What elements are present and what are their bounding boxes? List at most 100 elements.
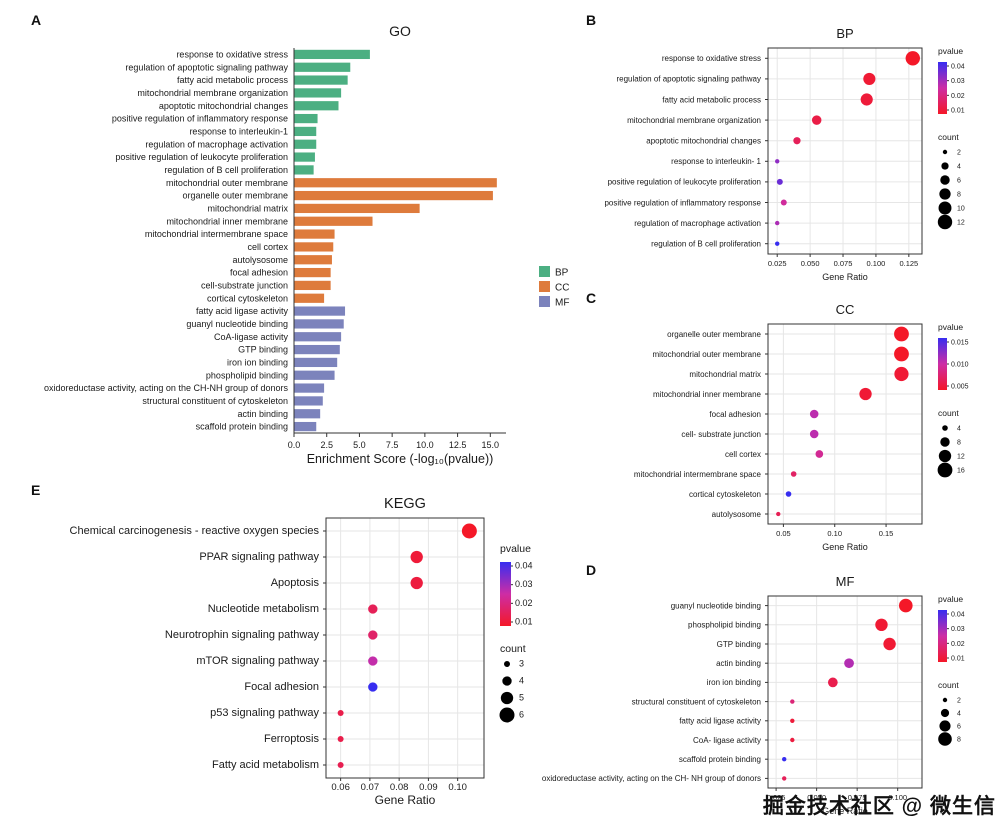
svg-text:16: 16 [957, 468, 965, 475]
svg-text:0.025: 0.025 [767, 793, 786, 802]
watermark: 掘金技术社区 @ 微生信 [762, 795, 996, 818]
svg-text:8: 8 [957, 192, 961, 199]
svg-text:0.03: 0.03 [951, 626, 965, 633]
svg-text:mTOR signaling pathway: mTOR signaling pathway [196, 655, 319, 667]
svg-text:0.01: 0.01 [951, 108, 965, 115]
svg-text:pvalue: pvalue [938, 46, 963, 56]
svg-text:structural constituent of cyto: structural constituent of cytoskeleton [142, 396, 288, 406]
svg-text:organelle outer membrane: organelle outer membrane [667, 330, 761, 339]
svg-text:apoptotic mitochondrial change: apoptotic mitochondrial changes [159, 101, 289, 111]
svg-text:0.01: 0.01 [951, 656, 965, 663]
svg-text:MF: MF [555, 298, 569, 309]
svg-text:PPAR signaling pathway: PPAR signaling pathway [199, 551, 319, 563]
svg-text:4: 4 [957, 426, 961, 433]
svg-text:15.0: 15.0 [482, 440, 500, 450]
svg-text:scaffold protein binding: scaffold protein binding [679, 755, 761, 764]
svg-text:regulation of B cell prolifera: regulation of B cell proliferation [164, 165, 288, 175]
svg-text:mitochondrial intermembrane sp: mitochondrial intermembrane space [145, 229, 288, 239]
panel-e-label: E [31, 482, 41, 498]
svg-text:0.03: 0.03 [515, 579, 533, 589]
svg-text:Focal adhesion: Focal adhesion [244, 681, 319, 693]
svg-text:0.10: 0.10 [448, 782, 467, 793]
svg-text:6: 6 [957, 724, 961, 731]
mf-dot-plot: MF 0.025 0.050 0.075 0.100 Gene Ratio guanyl n… [542, 570, 1004, 822]
svg-text:BP: BP [555, 268, 569, 279]
svg-text:mitochondrial membrane organiz: mitochondrial membrane organization [137, 88, 288, 98]
svg-text:8: 8 [957, 440, 961, 447]
chart-svg: CC 0.05 0.10 0.15 Gene Ratio organelle outer … [634, 302, 969, 552]
svg-text:0.02: 0.02 [515, 598, 533, 608]
svg-text:pvalue: pvalue [938, 594, 963, 604]
svg-text:regulation of apoptotic signal: regulation of apoptotic signaling pathwa… [616, 75, 761, 84]
svg-text:response to oxidative stress: response to oxidative stress [662, 54, 761, 63]
svg-text:0.05: 0.05 [776, 529, 791, 538]
svg-text:cortical cytoskeleton: cortical cytoskeleton [689, 490, 761, 499]
svg-text:mitochondrial membrane organiz: mitochondrial membrane organization [627, 116, 761, 125]
svg-text:count: count [500, 643, 526, 655]
svg-text:12: 12 [957, 220, 965, 227]
svg-text:BP: BP [836, 26, 853, 41]
svg-text:0.025: 0.025 [768, 259, 787, 268]
panel-a-label: A [31, 12, 42, 28]
svg-text:6: 6 [519, 710, 524, 720]
svg-text:0.0: 0.0 [288, 440, 301, 450]
svg-text:6: 6 [957, 178, 961, 185]
svg-text:Fatty acid metabolism: Fatty acid metabolism [212, 759, 319, 771]
svg-text:0.010: 0.010 [951, 362, 969, 369]
chart-svg: MF 0.025 0.050 0.075 0.100 Gene Ratio guanyl n… [542, 574, 965, 816]
svg-text:0.09: 0.09 [419, 782, 438, 793]
svg-text:12.5: 12.5 [449, 440, 467, 450]
svg-text:10.0: 10.0 [416, 440, 434, 450]
svg-text:2: 2 [957, 698, 961, 705]
svg-text:oxidoreductase activity, actin: oxidoreductase activity, acting on the C… [44, 383, 288, 393]
svg-text:guanyl nucleotide binding: guanyl nucleotide binding [671, 601, 761, 610]
svg-text:actin binding: actin binding [716, 659, 761, 668]
svg-text:response to interleukin- 1: response to interleukin- 1 [671, 157, 761, 166]
svg-text:guanyl nucleotide binding: guanyl nucleotide binding [186, 319, 288, 329]
svg-text:positive regulation of leukocy: positive regulation of leukocyte prolife… [608, 178, 761, 187]
svg-text:response to interleukin-1: response to interleukin-1 [189, 126, 288, 136]
kegg-dot-plot: KEGG 0.06 0.07 0.08 0.09 0.10 Gene Ratio Chemic… [26, 490, 582, 824]
svg-text:oxidoreductase activity, actin: oxidoreductase activity, acting on the C… [542, 774, 761, 783]
svg-text:0.100: 0.100 [888, 793, 907, 802]
svg-text:Nucleotide metabolism: Nucleotide metabolism [208, 603, 319, 615]
svg-text:Chemical carcinogenesis - rea: Chemical carcinogenesis - reactive oxyge… [70, 525, 320, 537]
svg-text:count: count [938, 132, 959, 142]
go-enrichment-bar-chart: GO response to oxidative stress regulation… [34, 18, 586, 482]
svg-text:0.04: 0.04 [951, 64, 965, 71]
svg-text:MF: MF [836, 574, 855, 589]
svg-text:pvalue: pvalue [938, 322, 963, 332]
svg-text:0.02: 0.02 [951, 641, 965, 648]
svg-text:0.125: 0.125 [899, 259, 918, 268]
svg-text:mitochondrial intermembrane sp: mitochondrial intermembrane space [634, 470, 762, 479]
svg-text:count: count [938, 680, 959, 690]
svg-text:4: 4 [519, 676, 524, 686]
svg-text:3: 3 [519, 659, 524, 669]
svg-text:0.050: 0.050 [801, 259, 820, 268]
svg-text:GTP binding: GTP binding [717, 640, 761, 649]
svg-text:Gene Ratio: Gene Ratio [822, 542, 868, 552]
svg-text:phospholipid binding: phospholipid binding [206, 370, 288, 380]
svg-text:autolysosome: autolysosome [712, 510, 762, 519]
svg-text:0.07: 0.07 [361, 782, 380, 793]
svg-text:0.02: 0.02 [951, 93, 965, 100]
svg-text:0.015: 0.015 [951, 340, 969, 347]
panel-d-label: D [586, 562, 597, 578]
svg-text:8: 8 [957, 737, 961, 744]
svg-text:cortical cytoskeleton: cortical cytoskeleton [207, 293, 288, 303]
svg-text:mitochondrial outer membrane: mitochondrial outer membrane [653, 350, 762, 359]
svg-text:fatty acid metabolic process: fatty acid metabolic process [662, 95, 761, 104]
svg-text:regulation of macrophage activ: regulation of macrophage activation [145, 139, 288, 149]
svg-text:actin binding: actin binding [237, 409, 288, 419]
svg-text:focal adhesion: focal adhesion [709, 410, 761, 419]
svg-text:cell- substrate junction: cell- substrate junction [681, 430, 761, 439]
bp-dot-plot: BP 0.025 0.050 0.075 0.100 0.125 Gene Ratio res… [592, 22, 1004, 292]
svg-text:0.075: 0.075 [834, 259, 853, 268]
svg-text:scaffold protein binding: scaffold protein binding [196, 422, 288, 432]
svg-text:fatty acid ligase activity: fatty acid ligase activity [196, 306, 289, 316]
panel-c-label: C [586, 290, 597, 306]
svg-text:Gene Ratio: Gene Ratio [822, 272, 868, 282]
svg-text:phospholipid binding: phospholipid binding [688, 621, 761, 630]
svg-text:CoA-ligase activity: CoA-ligase activity [214, 332, 289, 342]
